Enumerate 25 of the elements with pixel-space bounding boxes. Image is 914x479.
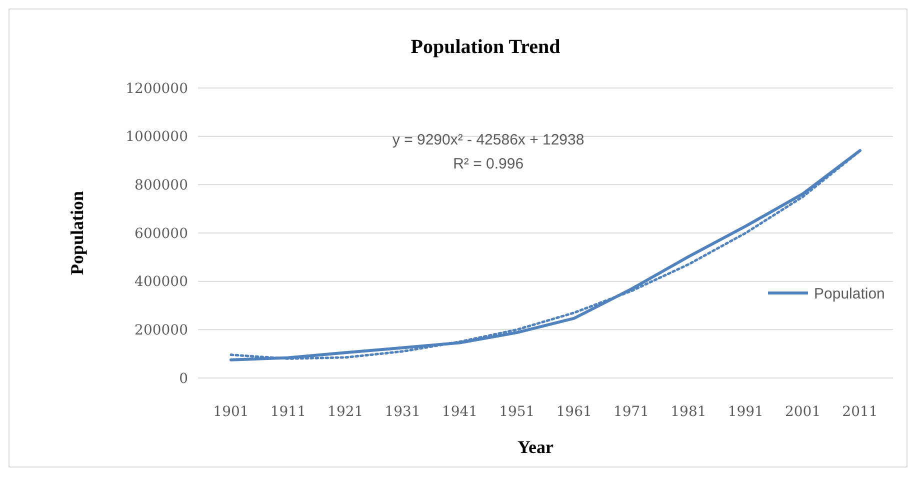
y-tick-label: 400000: [134, 274, 188, 290]
x-tick-label: 1951: [499, 404, 535, 420]
legend-label: Population: [814, 285, 885, 302]
x-tick-label: 1941: [442, 404, 478, 420]
x-tick-label: 1911: [270, 404, 306, 420]
x-tick-label: 1921: [328, 404, 364, 420]
x-tick-label: 2011: [842, 404, 878, 420]
chart-title: Population Trend: [410, 36, 560, 58]
y-tick-label: 200000: [134, 322, 188, 339]
x-tick-label: 1971: [613, 404, 650, 420]
x-axis-title: Year: [518, 437, 554, 457]
y-axis-title: Population: [67, 190, 87, 276]
y-tick-label: 1200000: [126, 80, 188, 97]
y-tick-label: 600000: [134, 226, 188, 242]
x-tick-label: 1901: [213, 404, 249, 420]
x-tick-label: 1961: [556, 404, 592, 420]
annotation: R² = 0.996: [453, 155, 524, 172]
x-tick-label: 1981: [670, 404, 706, 420]
y-tick-label: 800000: [134, 178, 188, 194]
x-tick-label: 1991: [728, 404, 764, 420]
y-tick-label: 0: [179, 370, 188, 387]
annotation: y = 9290x² - 42586x + 12938: [392, 131, 584, 148]
x-tick-label: 1931: [384, 404, 420, 420]
x-tick-label: 2001: [785, 404, 821, 420]
y-tick-label: 1000000: [126, 129, 188, 146]
